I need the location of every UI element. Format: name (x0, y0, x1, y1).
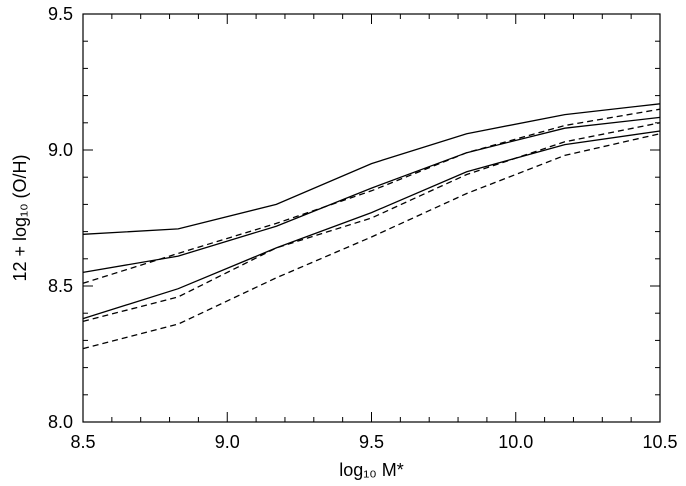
x-tick-label: 9.0 (215, 432, 240, 452)
solid-series-line-3 (82, 130, 661, 320)
x-tick-label: 8.5 (70, 432, 95, 452)
y-tick-label: 8.5 (48, 276, 73, 296)
x-axis-label: log₁₀ M* (339, 460, 404, 480)
y-tick-label: 9.5 (48, 4, 73, 24)
x-tick-label: 10.0 (498, 432, 533, 452)
solid-series-line-1 (82, 103, 661, 235)
plot-area: 8.5 9.0 9.5 10.0 10.58.08.59.09.5 (48, 4, 678, 452)
y-axis-label: 12 + log₁₀ (O/H) (10, 154, 30, 281)
x-tick-label: 9.5 (359, 432, 384, 452)
dashed-series-line-5 (82, 122, 661, 323)
plot-frame (82, 13, 661, 423)
y-tick-label: 9.0 (48, 140, 73, 160)
dashed-series-line-6 (82, 133, 661, 350)
y-tick-label: 8.0 (48, 412, 73, 432)
solid-series-line-2 (82, 116, 661, 274)
x-tick-label: 10.5 (642, 432, 677, 452)
dashed-series-line-4 (82, 108, 661, 284)
